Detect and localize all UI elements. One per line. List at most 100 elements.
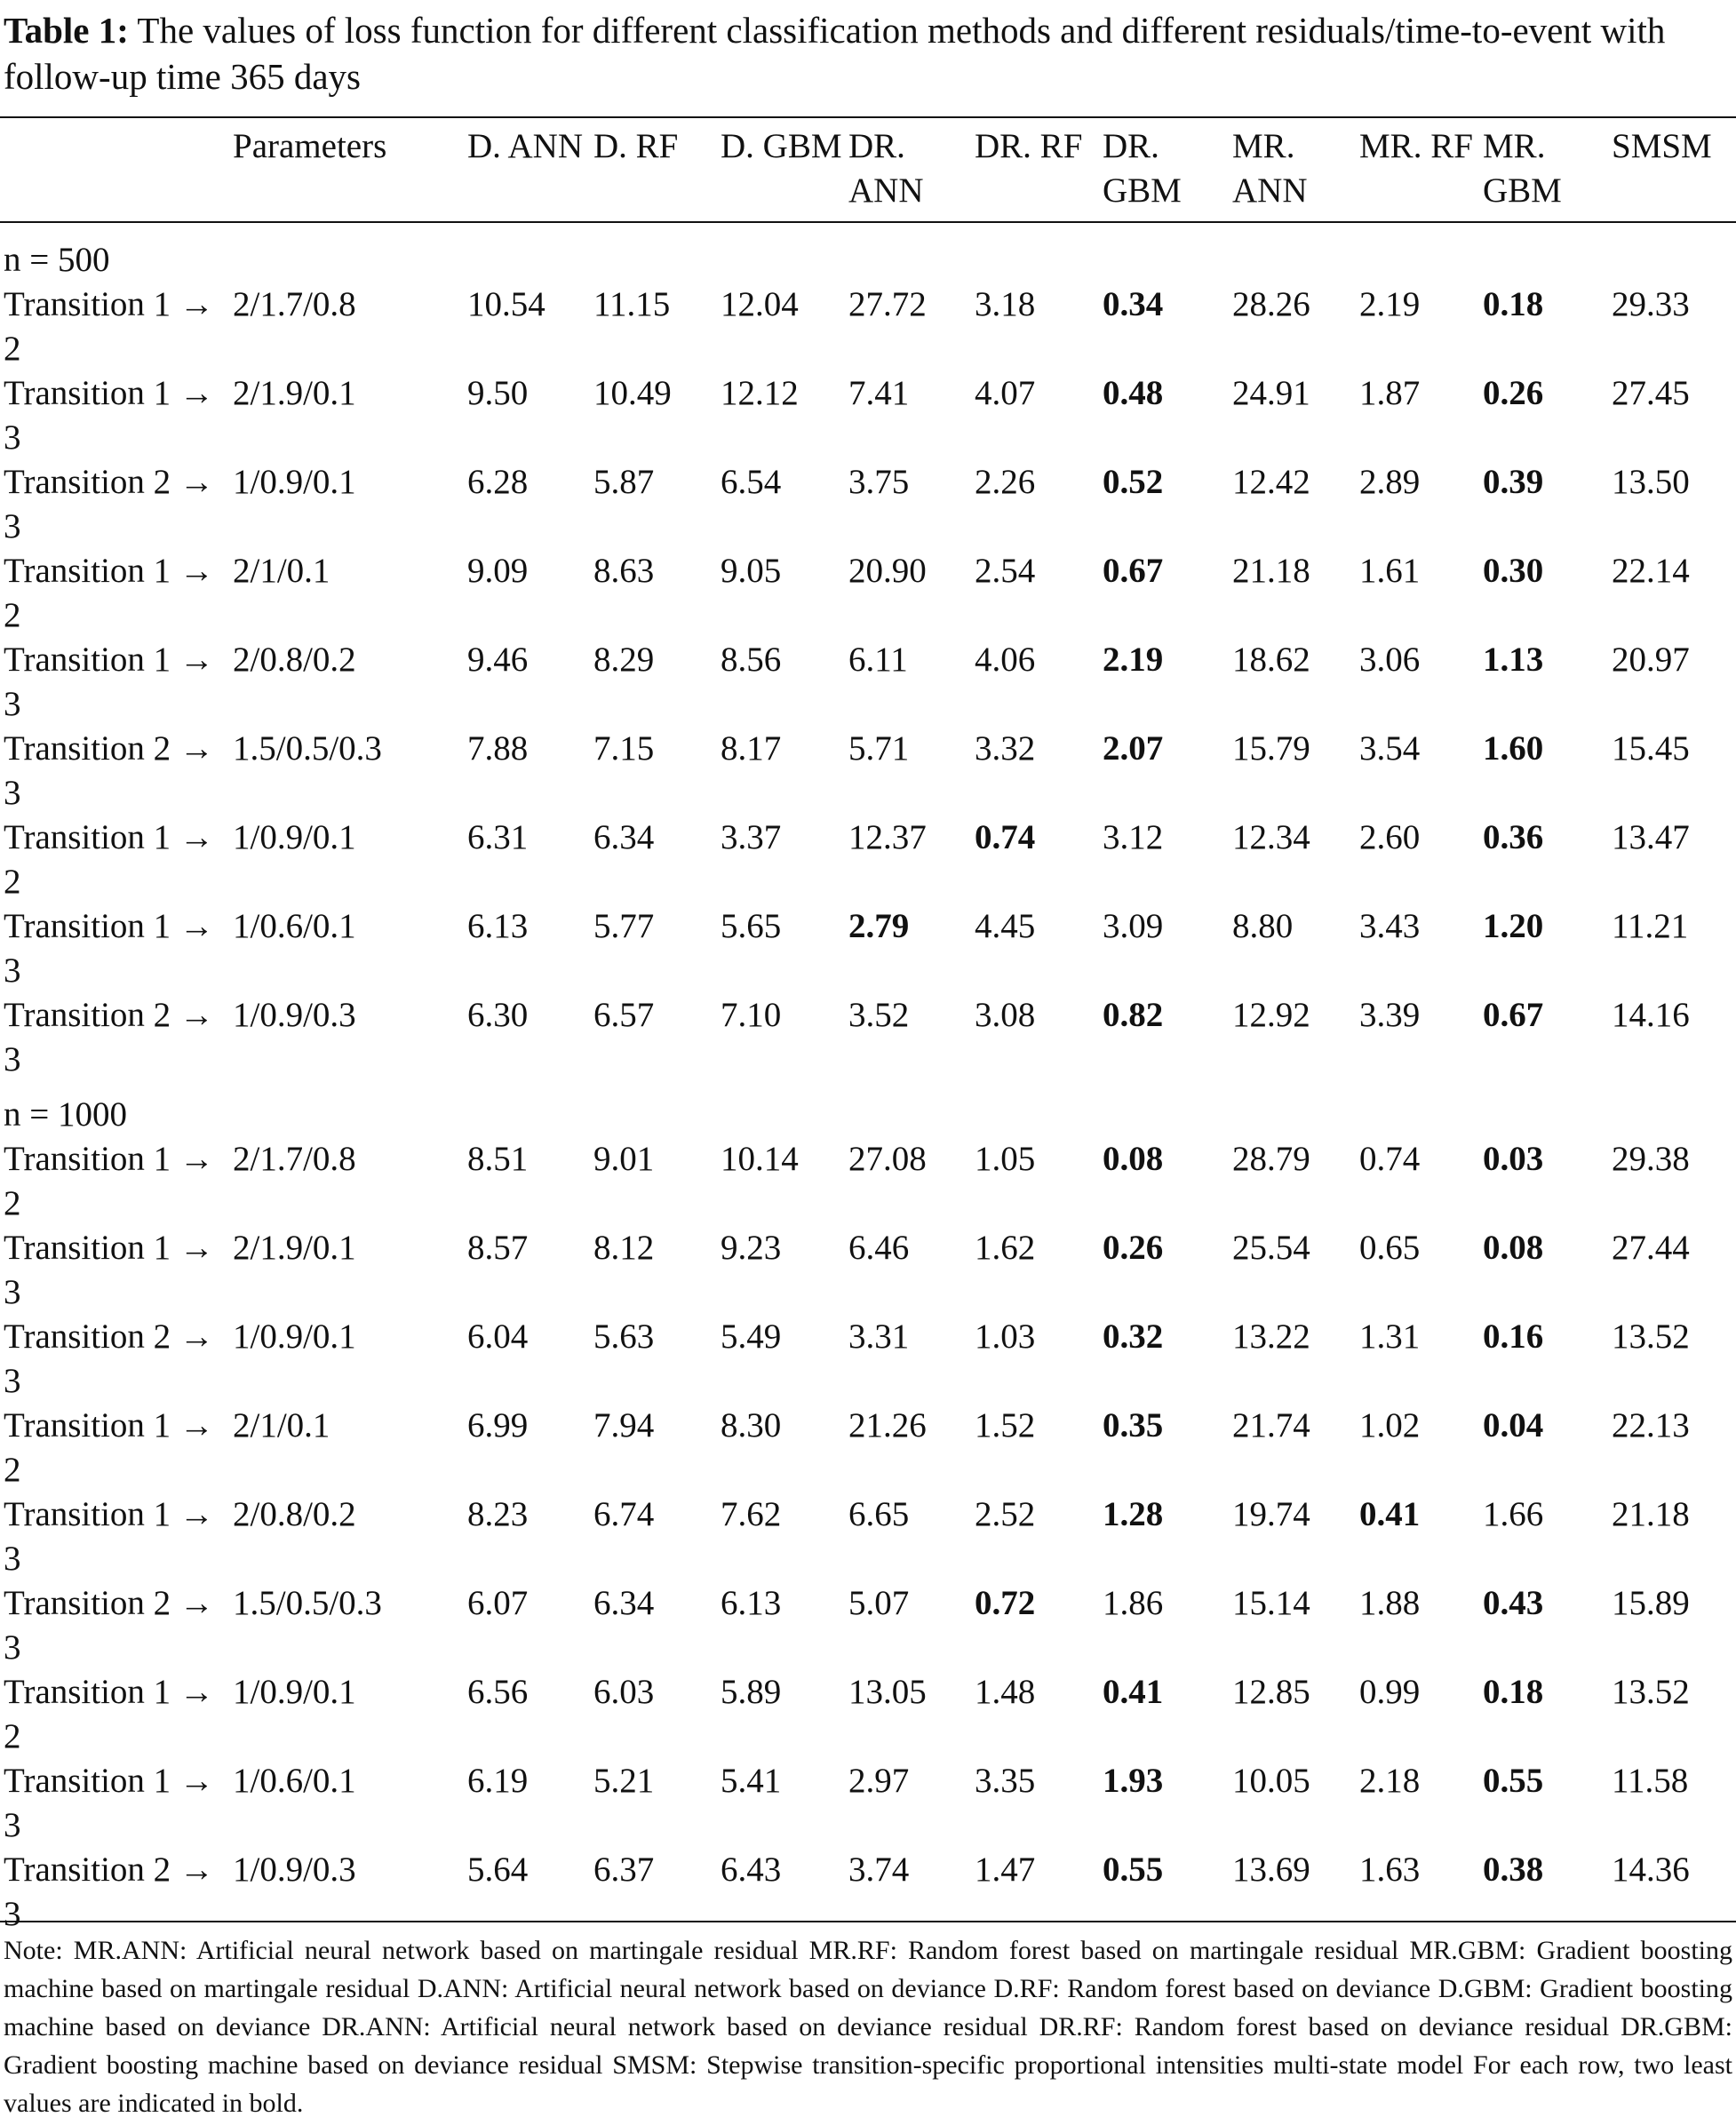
value-text: 5.21 [593, 1762, 655, 1800]
value-text: 1.61 [1359, 552, 1421, 590]
value-text: 2.18 [1359, 1762, 1421, 1800]
value-cell: 3.06 [1359, 638, 1483, 727]
value-text: 18.62 [1232, 641, 1310, 679]
value-text: 8.29 [593, 641, 655, 679]
parameters-cell: 1.5/0.5/0.3 [233, 729, 382, 768]
value-cell: 18.62 [1232, 638, 1359, 727]
value-text: 5.49 [721, 1317, 782, 1356]
value-text: 0.55 [1483, 1762, 1544, 1800]
value-text: 0.04 [1483, 1406, 1544, 1445]
value-text: 0.48 [1103, 374, 1164, 412]
value-text: 8.80 [1232, 907, 1294, 945]
value-cell: 10.05 [1232, 1759, 1359, 1848]
value-text: 21.26 [848, 1406, 927, 1445]
table-row: Transition 1 → 3 1/0.6/0.1 6.13 5.77 5.65 2.7… [0, 904, 1736, 993]
value-text: 12.37 [848, 818, 927, 856]
value-cell: 1.87 [1359, 371, 1483, 460]
value-cell: 6.46 [848, 1226, 975, 1315]
value-cell: 6.56 [467, 1670, 593, 1759]
value-text: 6.65 [848, 1495, 910, 1533]
value-cell: 5.89 [721, 1670, 848, 1759]
value-text: 9.46 [467, 641, 529, 679]
value-text: 0.35 [1103, 1406, 1164, 1445]
column-header: DR. GBM [1103, 127, 1182, 210]
value-cell: 7.10 [721, 993, 848, 1082]
value-text: 25.54 [1232, 1229, 1310, 1267]
group-label: n = 500 [4, 241, 110, 279]
table-row: Transition 1 → 3 2/0.8/0.2 9.46 8.29 8.56 6.1… [0, 638, 1736, 727]
value-text: 0.30 [1483, 552, 1544, 590]
transition-cell: Transition 2 → 3 [4, 1850, 214, 1933]
value-cell: 11.15 [593, 283, 721, 371]
value-cell: 0.65 [1359, 1226, 1483, 1315]
parameters-cell: 1/0.9/0.1 [233, 818, 356, 856]
table-row: Transition 2 → 3 1/0.9/0.1 6.04 5.63 5.49 3.3… [0, 1315, 1736, 1404]
value-text: 2.19 [1359, 285, 1421, 323]
value-text: 2.60 [1359, 818, 1421, 856]
value-cell: 3.35 [975, 1759, 1103, 1848]
value-text: 6.34 [593, 1584, 655, 1622]
value-cell: 27.08 [848, 1137, 975, 1226]
transition-cell: Transition 1 → 2 [4, 1140, 214, 1222]
value-text: 12.42 [1232, 463, 1310, 501]
value-text: 2.54 [975, 552, 1036, 590]
transition-cell: Transition 2 → 3 [4, 729, 214, 812]
value-cell: 8.51 [467, 1137, 593, 1226]
table-row: Transition 2 → 3 1.5/0.5/0.3 6.07 6.34 6.13 5… [0, 1581, 1736, 1670]
value-cell: 5.77 [593, 904, 721, 993]
value-text: 27.72 [848, 285, 927, 323]
parameters-cell: 1/0.9/0.1 [233, 1317, 356, 1356]
value-text: 0.67 [1483, 996, 1544, 1034]
table-row: Transition 2 → 3 1/0.9/0.3 5.64 6.37 6.43 3.7… [0, 1848, 1736, 1937]
parameters-cell: 2/1.9/0.1 [233, 1229, 356, 1267]
table-row: Transition 1 → 3 2/0.8/0.2 8.23 6.74 7.62 6.6… [0, 1492, 1736, 1581]
parameters-cell: 1/0.9/0.1 [233, 1673, 356, 1711]
value-text: 3.39 [1359, 996, 1421, 1034]
value-cell: 11.21 [1612, 904, 1736, 993]
value-cell: 24.91 [1232, 371, 1359, 460]
value-cell: 6.43 [721, 1848, 848, 1937]
value-cell: 2.52 [975, 1492, 1103, 1581]
value-text: 6.13 [467, 907, 529, 945]
value-text: 9.01 [593, 1140, 655, 1178]
value-cell: 4.07 [975, 371, 1103, 460]
value-cell: 13.50 [1612, 460, 1736, 549]
value-cell: 6.11 [848, 638, 975, 727]
value-text: 13.52 [1612, 1673, 1690, 1711]
value-text: 10.49 [593, 374, 672, 412]
value-text: 1.88 [1359, 1584, 1421, 1622]
value-text: 1.47 [975, 1850, 1036, 1889]
value-cell: 2.89 [1359, 460, 1483, 549]
value-cell: 12.42 [1232, 460, 1359, 549]
table-caption-label: Table 1: [4, 10, 129, 51]
value-cell: 21.74 [1232, 1404, 1359, 1492]
value-text: 0.74 [1359, 1140, 1421, 1178]
table-row: Transition 1 → 3 2/1.9/0.1 8.57 8.12 9.23 6.4… [0, 1226, 1736, 1315]
value-cell: 5.41 [721, 1759, 848, 1848]
value-text: 0.18 [1483, 1673, 1544, 1711]
parameters-cell: 1/0.9/0.3 [233, 996, 356, 1034]
value-text: 0.26 [1103, 1229, 1164, 1267]
value-text: 6.99 [467, 1406, 529, 1445]
value-text: 3.32 [975, 729, 1036, 768]
column-header [0, 118, 233, 227]
value-text: 6.54 [721, 463, 782, 501]
value-cell: 13.47 [1612, 816, 1736, 904]
parameters-cell: 2/0.8/0.2 [233, 1495, 356, 1533]
transition-cell: Transition 1 → 2 [4, 1673, 214, 1755]
value-cell: 2.97 [848, 1759, 975, 1848]
value-text: 3.54 [1359, 729, 1421, 768]
table-row: Transition 1 → 2 2/1.7/0.8 10.54 11.15 12.04… [0, 283, 1736, 371]
value-text: 3.35 [975, 1762, 1036, 1800]
transition-cell: Transition 1 → 2 [4, 552, 214, 634]
value-text: 3.12 [1103, 818, 1164, 856]
value-text: 21.18 [1232, 552, 1310, 590]
value-cell: 3.74 [848, 1848, 975, 1937]
transition-cell: Transition 2 → 3 [4, 996, 214, 1078]
value-cell: 0.41 [1103, 1670, 1232, 1759]
value-cell: 0.16 [1483, 1315, 1612, 1404]
value-text: 9.23 [721, 1229, 782, 1267]
value-cell: 0.08 [1103, 1137, 1232, 1226]
value-text: 8.12 [593, 1229, 655, 1267]
value-text: 0.72 [975, 1584, 1036, 1622]
